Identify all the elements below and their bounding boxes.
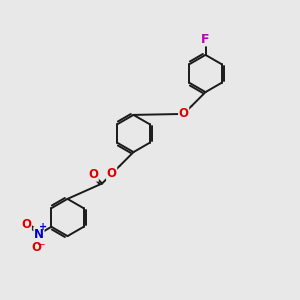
Text: F: F: [201, 33, 210, 46]
Text: O: O: [107, 167, 117, 180]
Text: O: O: [21, 218, 31, 232]
Text: N: N: [34, 227, 44, 241]
Text: O: O: [88, 168, 98, 181]
Text: −: −: [37, 240, 46, 250]
Text: O: O: [179, 107, 189, 120]
Text: O: O: [31, 241, 41, 254]
Text: +: +: [39, 222, 47, 233]
